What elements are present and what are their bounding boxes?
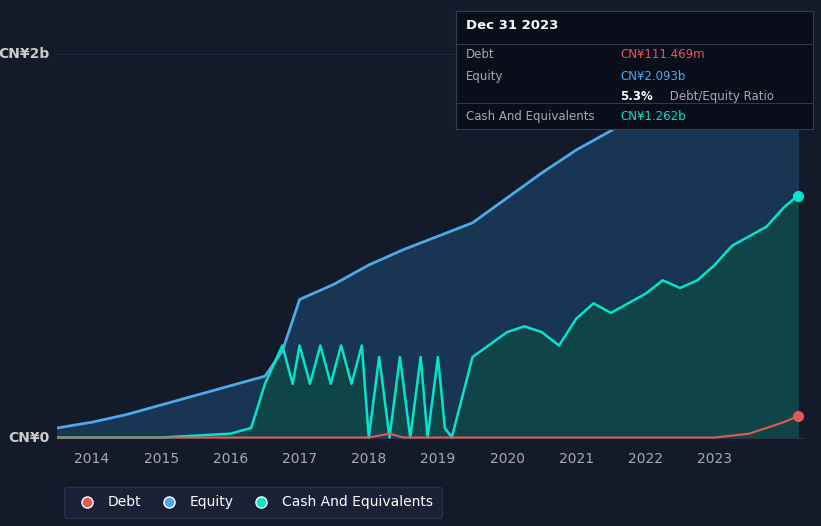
Legend: Debt, Equity, Cash And Equivalents: Debt, Equity, Cash And Equivalents: [64, 487, 442, 518]
Text: CN¥2b: CN¥2b: [0, 47, 50, 61]
Text: Equity: Equity: [466, 69, 504, 83]
Text: CN¥0: CN¥0: [9, 430, 50, 444]
Text: Debt: Debt: [466, 48, 495, 62]
Text: Debt/Equity Ratio: Debt/Equity Ratio: [667, 90, 774, 103]
Text: CN¥1.262b: CN¥1.262b: [620, 110, 686, 123]
Text: Cash And Equivalents: Cash And Equivalents: [466, 110, 595, 123]
Text: CN¥2.093b: CN¥2.093b: [620, 69, 686, 83]
Text: Dec 31 2023: Dec 31 2023: [466, 19, 559, 32]
Text: CN¥111.469m: CN¥111.469m: [620, 48, 704, 62]
Text: 5.3%: 5.3%: [620, 90, 653, 103]
